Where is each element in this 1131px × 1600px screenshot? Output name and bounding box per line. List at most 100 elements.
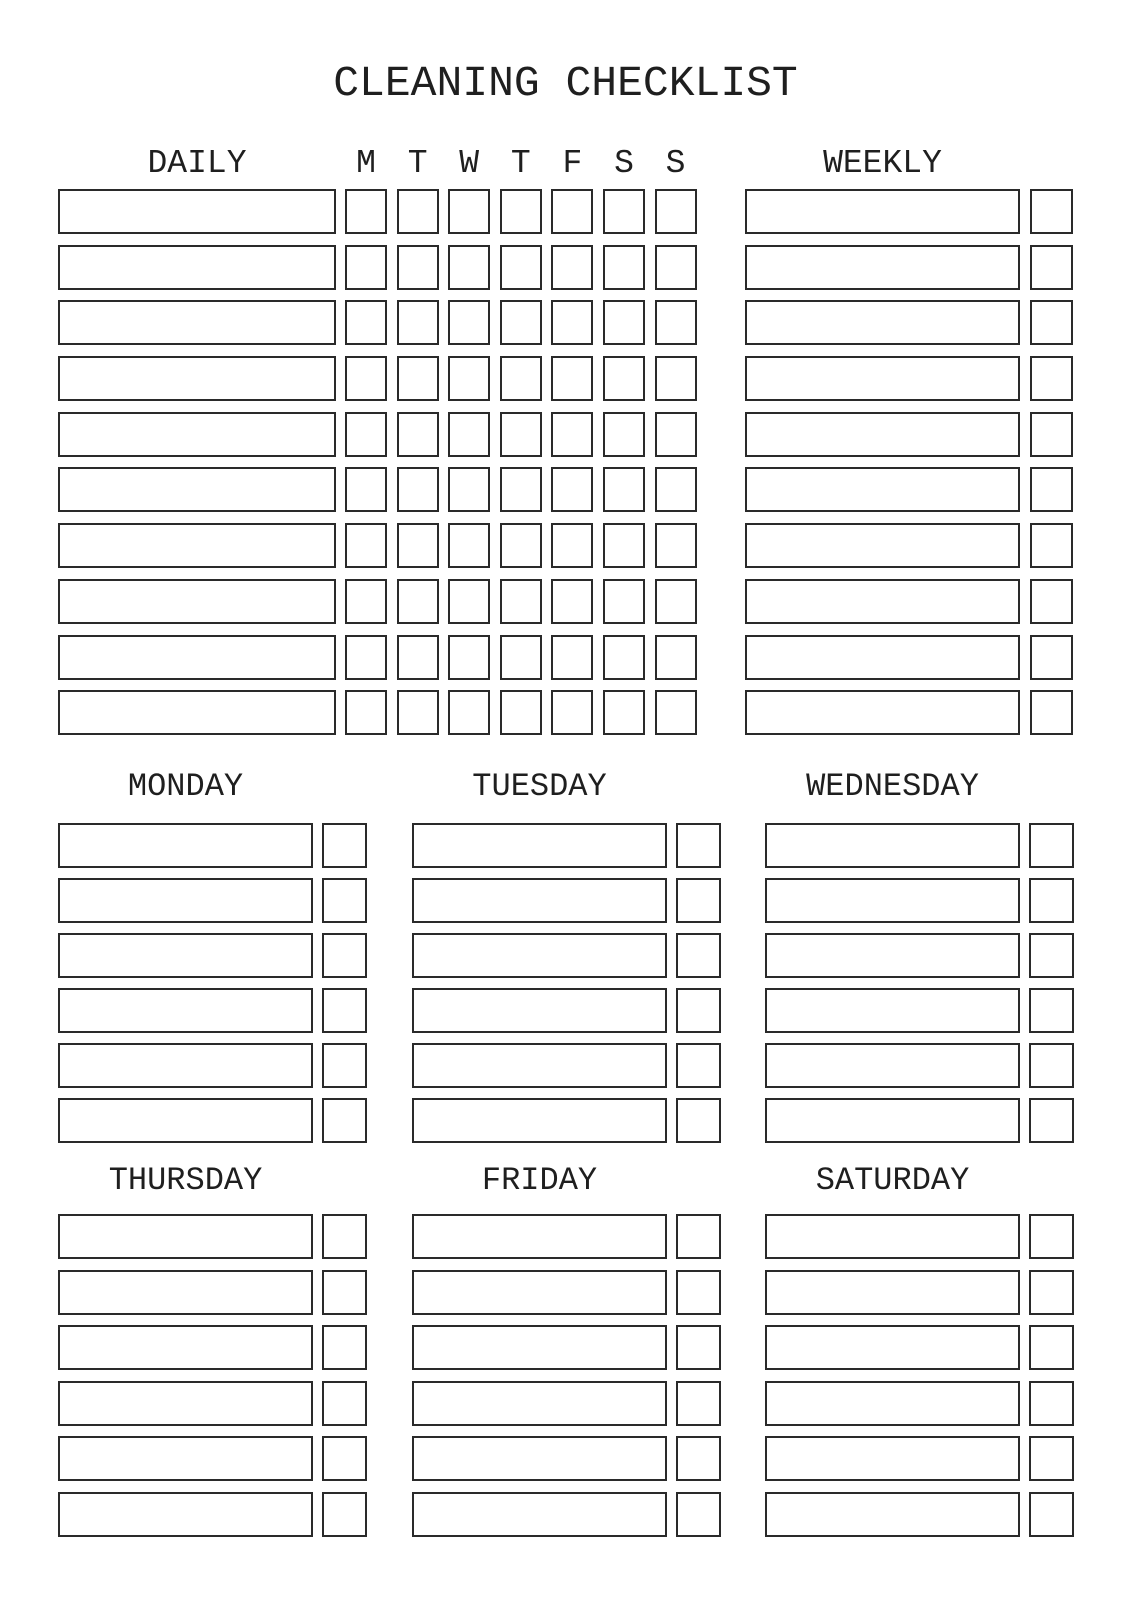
checkbox-thursday[interactable] bbox=[499, 189, 542, 234]
task-input-box[interactable] bbox=[412, 878, 667, 923]
checkbox-monday[interactable] bbox=[345, 189, 387, 234]
checkbox[interactable] bbox=[322, 933, 367, 978]
task-input-box[interactable] bbox=[765, 878, 1020, 923]
checkbox-monday[interactable] bbox=[345, 244, 387, 290]
checkbox-saturday[interactable] bbox=[602, 189, 645, 234]
task-input-box[interactable] bbox=[58, 244, 336, 290]
checkbox-sunday[interactable] bbox=[654, 578, 697, 624]
task-input-box[interactable] bbox=[745, 189, 1020, 234]
checkbox-thursday[interactable] bbox=[499, 356, 542, 402]
task-input-box[interactable] bbox=[745, 690, 1020, 736]
checkbox-saturday[interactable] bbox=[602, 300, 645, 346]
checkbox-thursday[interactable] bbox=[499, 523, 542, 569]
task-input-box[interactable] bbox=[765, 823, 1020, 868]
checkbox-tuesday[interactable] bbox=[396, 411, 439, 457]
checkbox-tuesday[interactable] bbox=[396, 523, 439, 569]
task-input-box[interactable] bbox=[58, 411, 336, 457]
checkbox[interactable] bbox=[1029, 1436, 1074, 1481]
checkbox-sunday[interactable] bbox=[654, 690, 697, 736]
task-input-box[interactable] bbox=[765, 1269, 1020, 1315]
task-input-box[interactable] bbox=[765, 1098, 1020, 1143]
checkbox-friday[interactable] bbox=[551, 356, 594, 402]
checkbox[interactable] bbox=[1029, 1043, 1074, 1088]
checkbox-wednesday[interactable] bbox=[448, 244, 491, 290]
task-input-box[interactable] bbox=[765, 1491, 1020, 1537]
task-input-box[interactable] bbox=[58, 1214, 313, 1259]
checkbox-friday[interactable] bbox=[551, 467, 594, 513]
task-input-box[interactable] bbox=[58, 189, 336, 234]
checkbox-wednesday[interactable] bbox=[448, 356, 491, 402]
checkbox-wednesday[interactable] bbox=[448, 467, 491, 513]
checkbox-saturday[interactable] bbox=[602, 411, 645, 457]
task-input-box[interactable] bbox=[765, 1043, 1020, 1088]
checkbox[interactable] bbox=[1029, 1214, 1074, 1259]
task-input-box[interactable] bbox=[412, 1214, 667, 1259]
checkbox-tuesday[interactable] bbox=[396, 189, 439, 234]
task-input-box[interactable] bbox=[745, 356, 1020, 402]
checkbox-saturday[interactable] bbox=[602, 244, 645, 290]
task-input-box[interactable] bbox=[412, 1043, 667, 1088]
checkbox-saturday[interactable] bbox=[602, 523, 645, 569]
checkbox[interactable] bbox=[1029, 1098, 1074, 1143]
checkbox[interactable] bbox=[322, 988, 367, 1033]
task-input-box[interactable] bbox=[58, 1269, 313, 1315]
checkbox[interactable] bbox=[1030, 690, 1073, 736]
checkbox-monday[interactable] bbox=[345, 411, 387, 457]
checkbox-tuesday[interactable] bbox=[396, 578, 439, 624]
checkbox-tuesday[interactable] bbox=[396, 690, 439, 736]
task-input-box[interactable] bbox=[58, 634, 336, 680]
checkbox[interactable] bbox=[322, 878, 367, 923]
checkbox-sunday[interactable] bbox=[654, 189, 697, 234]
checkbox-sunday[interactable] bbox=[654, 244, 697, 290]
checkbox-friday[interactable] bbox=[551, 411, 594, 457]
checkbox[interactable] bbox=[676, 1436, 721, 1481]
task-input-box[interactable] bbox=[412, 1098, 667, 1143]
task-input-box[interactable] bbox=[765, 1325, 1020, 1370]
checkbox-wednesday[interactable] bbox=[448, 634, 491, 680]
task-input-box[interactable] bbox=[58, 1436, 313, 1481]
task-input-box[interactable] bbox=[58, 467, 336, 513]
checkbox-friday[interactable] bbox=[551, 244, 594, 290]
checkbox-monday[interactable] bbox=[345, 578, 387, 624]
checkbox-tuesday[interactable] bbox=[396, 356, 439, 402]
checkbox-saturday[interactable] bbox=[602, 467, 645, 513]
checkbox-wednesday[interactable] bbox=[448, 189, 491, 234]
checkbox[interactable] bbox=[322, 1214, 367, 1259]
task-input-box[interactable] bbox=[412, 1325, 667, 1370]
checkbox[interactable] bbox=[322, 1043, 367, 1088]
task-input-box[interactable] bbox=[58, 1491, 313, 1537]
checkbox-sunday[interactable] bbox=[654, 523, 697, 569]
checkbox-friday[interactable] bbox=[551, 634, 594, 680]
checkbox[interactable] bbox=[322, 1491, 367, 1537]
checkbox-tuesday[interactable] bbox=[396, 244, 439, 290]
checkbox-friday[interactable] bbox=[551, 578, 594, 624]
checkbox-thursday[interactable] bbox=[499, 634, 542, 680]
task-input-box[interactable] bbox=[765, 1380, 1020, 1426]
checkbox-friday[interactable] bbox=[551, 189, 594, 234]
checkbox-thursday[interactable] bbox=[499, 690, 542, 736]
checkbox[interactable] bbox=[322, 1325, 367, 1370]
task-input-box[interactable] bbox=[745, 300, 1020, 346]
task-input-box[interactable] bbox=[745, 578, 1020, 624]
task-input-box[interactable] bbox=[745, 244, 1020, 290]
task-input-box[interactable] bbox=[412, 1491, 667, 1537]
task-input-box[interactable] bbox=[58, 988, 313, 1033]
checkbox[interactable] bbox=[676, 878, 721, 923]
checkbox-monday[interactable] bbox=[345, 523, 387, 569]
checkbox[interactable] bbox=[1029, 1325, 1074, 1370]
checkbox-thursday[interactable] bbox=[499, 467, 542, 513]
checkbox[interactable] bbox=[676, 1098, 721, 1143]
checkbox[interactable] bbox=[1030, 300, 1073, 346]
task-input-box[interactable] bbox=[745, 523, 1020, 569]
task-input-box[interactable] bbox=[58, 933, 313, 978]
checkbox-monday[interactable] bbox=[345, 356, 387, 402]
checkbox-wednesday[interactable] bbox=[448, 300, 491, 346]
checkbox-monday[interactable] bbox=[345, 300, 387, 346]
checkbox[interactable] bbox=[1029, 1380, 1074, 1426]
checkbox-monday[interactable] bbox=[345, 467, 387, 513]
checkbox-monday[interactable] bbox=[345, 634, 387, 680]
checkbox-wednesday[interactable] bbox=[448, 411, 491, 457]
checkbox[interactable] bbox=[676, 1325, 721, 1370]
checkbox[interactable] bbox=[1029, 1491, 1074, 1537]
task-input-box[interactable] bbox=[745, 467, 1020, 513]
